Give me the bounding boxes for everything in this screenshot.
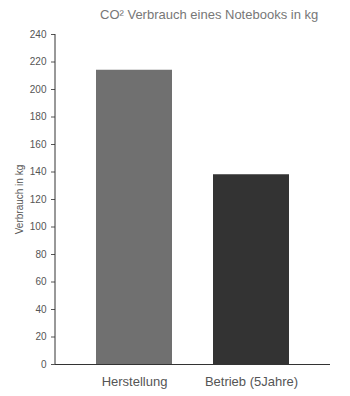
html-text:CO² Verbrauch eines Notebooks: CO² Verbrauch eines Notebooks in kg	[100, 7, 319, 22]
svg-text:20: 20	[35, 331, 47, 342]
svg-text:Verbrauch in kg: Verbrauch in kg	[14, 165, 25, 235]
svg-text:240: 240	[30, 29, 47, 40]
svg-text:80: 80	[35, 249, 47, 260]
svg-text:0: 0	[41, 359, 47, 370]
svg-text:220: 220	[30, 56, 47, 67]
svg-text:Betrieb (5Jahre): Betrieb (5Jahre)	[205, 374, 298, 389]
svg-text:120: 120	[30, 194, 47, 205]
svg-text:60: 60	[35, 276, 47, 287]
svg-text:Herstellung: Herstellung	[102, 374, 168, 389]
svg-text:40: 40	[35, 304, 47, 315]
svg-text:140: 140	[30, 166, 47, 177]
svg-text:100: 100	[30, 221, 47, 232]
svg-text:160: 160	[30, 139, 47, 150]
svg-text:200: 200	[30, 84, 47, 95]
svg-text:180: 180	[30, 111, 47, 122]
